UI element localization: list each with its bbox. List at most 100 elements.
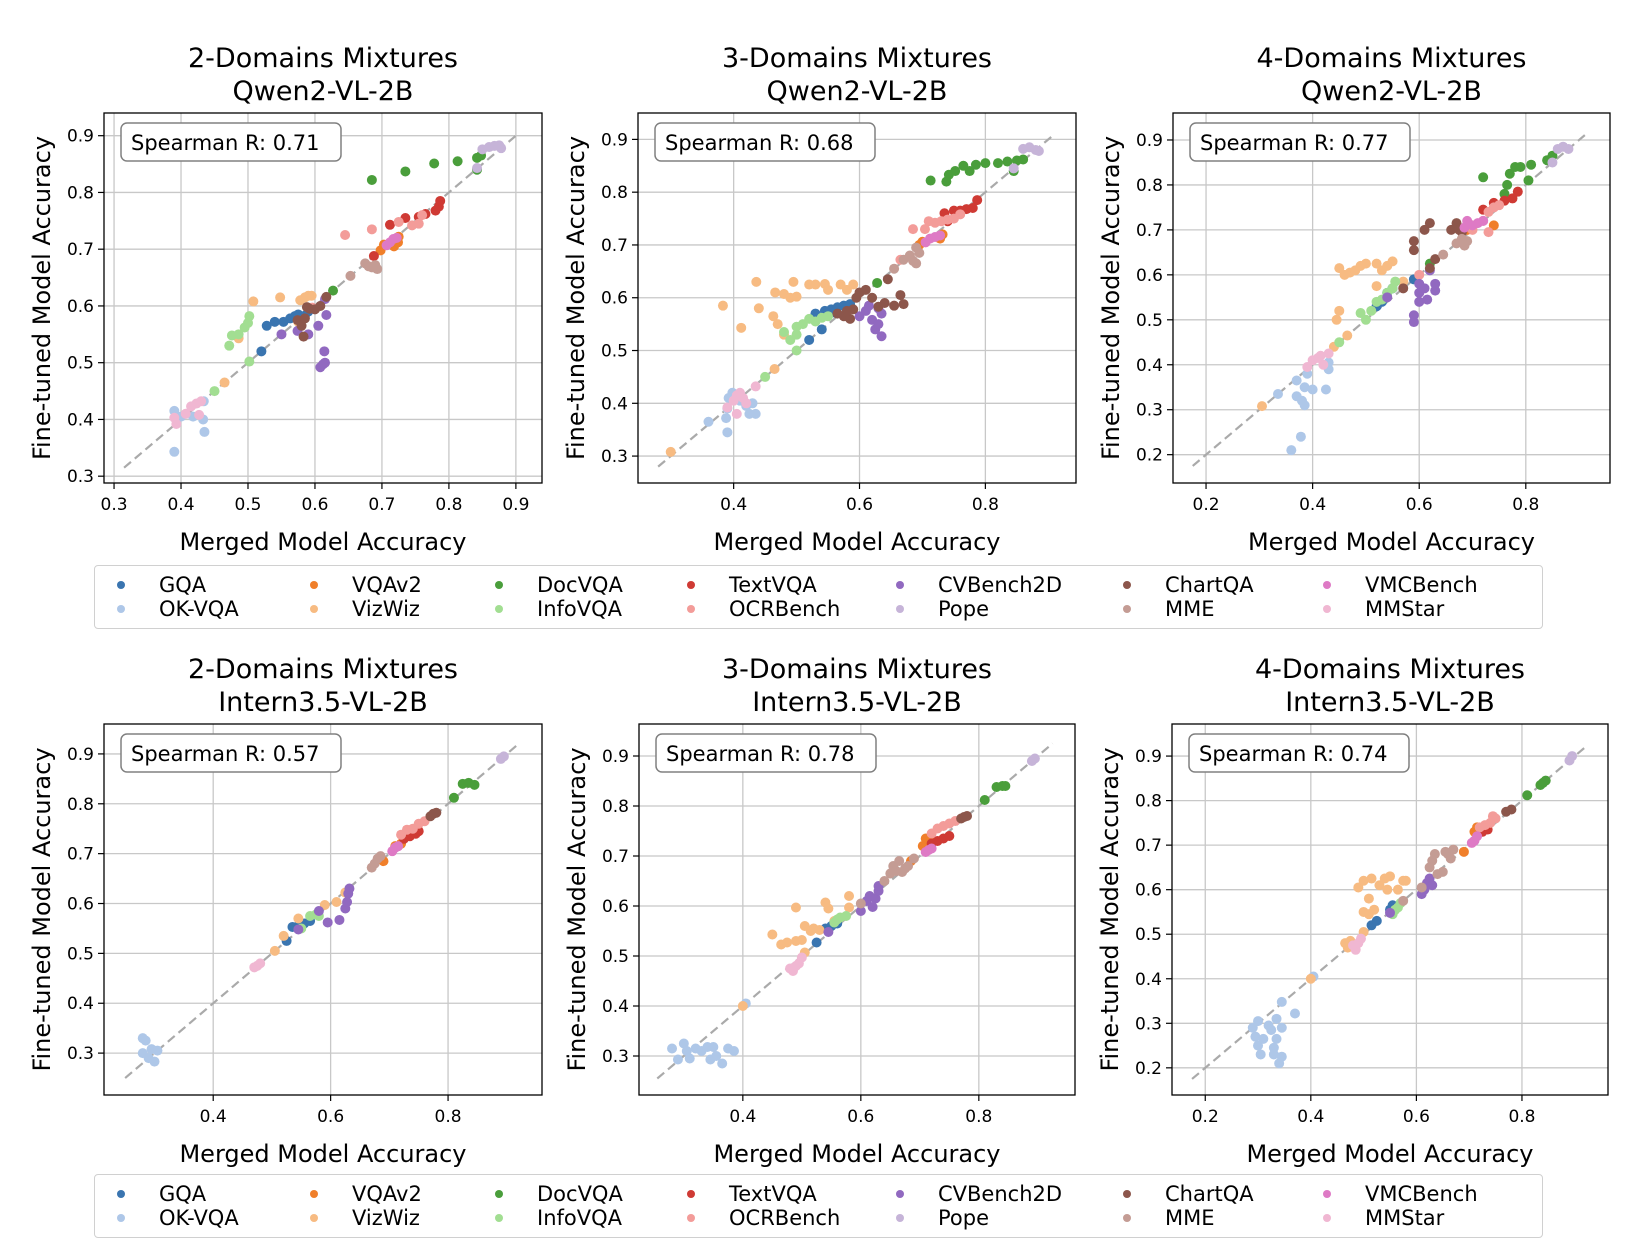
legend-item-pope: Pope <box>896 597 989 621</box>
data-point <box>344 883 355 894</box>
annotation-text: Spearman R: 0.78 <box>666 742 854 766</box>
series-vmcbench <box>1459 215 1489 233</box>
data-point <box>1488 220 1499 231</box>
annotation-box <box>1188 733 1410 773</box>
data-point <box>1289 1008 1300 1019</box>
x-axis-label: Merged Model Accuracy <box>1248 528 1535 556</box>
legend-item-gqa: GQA <box>117 1182 206 1206</box>
data-point <box>233 329 244 340</box>
legend-item-cvbench2d: CVBench2D <box>896 1182 1062 1206</box>
data-point <box>1478 172 1489 183</box>
data-point <box>1438 249 1449 260</box>
y-tick-label: 0.9 <box>601 130 628 150</box>
data-point <box>1504 168 1515 179</box>
axes-frame <box>638 723 1076 1096</box>
legend-item-vqav2: VQAv2 <box>310 573 422 597</box>
data-point <box>1276 996 1287 1007</box>
axes-frame <box>1171 723 1609 1096</box>
legend-item-infovqa: InfoVQA <box>495 1206 622 1230</box>
data-point <box>925 175 936 186</box>
annotation-box <box>1189 122 1411 162</box>
data-point <box>760 371 771 382</box>
data-point <box>1414 269 1425 280</box>
spearman-annotation: Spearman R: 0.74 <box>1188 733 1410 773</box>
data-point <box>876 331 887 342</box>
legend-item-textvqa: TextVQA <box>687 1182 817 1206</box>
legend-marker-icon <box>896 605 904 613</box>
x-tick-label: 0.4 <box>1297 1107 1324 1127</box>
data-point <box>1494 200 1505 211</box>
legend-item-vmcbench: VMCBench <box>1323 573 1478 597</box>
x-axis-label: Merged Model Accuracy <box>713 1140 1000 1168</box>
data-point <box>413 218 424 229</box>
data-point <box>313 320 324 331</box>
legend-item-ok-vqa: OK-VQA <box>117 597 239 621</box>
legend-label: MMStar <box>1365 597 1445 621</box>
x-tick-label: 0.6 <box>1403 1107 1430 1127</box>
legend-marker-icon <box>1323 581 1331 589</box>
y-tick-label: 0.6 <box>602 897 629 917</box>
spearman-annotation: Spearman R: 0.78 <box>655 733 877 773</box>
data-point <box>1299 400 1310 411</box>
series-docvqa <box>979 781 1011 805</box>
spearman-annotation: Spearman R: 0.71 <box>120 122 342 162</box>
y-tick-label: 0.8 <box>601 183 628 203</box>
scatter-points <box>169 140 507 457</box>
annotation-box <box>655 733 877 773</box>
data-point <box>964 166 975 177</box>
series-ocrbench <box>1474 811 1501 833</box>
subplot-subtitle: Intern3.5-VL-2B <box>218 687 428 718</box>
y-tick-label: 0.3 <box>602 1047 629 1067</box>
data-point <box>1382 292 1393 303</box>
legend-item-mme: MME <box>1123 1206 1215 1230</box>
data-point <box>1253 1040 1264 1051</box>
series-ok-vqa <box>137 1033 163 1067</box>
data-point <box>435 195 446 206</box>
data-point <box>149 1056 160 1067</box>
data-point <box>269 316 280 327</box>
data-point <box>1430 254 1441 265</box>
data-point <box>331 897 342 908</box>
data-point <box>180 408 191 419</box>
data-point <box>722 402 733 413</box>
series-vmcbench <box>387 841 404 857</box>
data-point <box>269 945 280 956</box>
data-point <box>980 158 991 169</box>
data-point <box>1547 157 1558 168</box>
legend-marker-icon <box>495 1214 503 1222</box>
data-point <box>711 1051 722 1061</box>
data-point <box>1424 263 1435 274</box>
data-point <box>1342 330 1353 341</box>
data-point <box>870 893 881 904</box>
subplot-subtitle: Intern3.5-VL-2B <box>752 687 962 718</box>
data-point <box>935 230 946 241</box>
annotation-text: Spearman R: 0.77 <box>1200 131 1388 155</box>
series-pope <box>495 751 509 764</box>
series-cvbench2d <box>1382 265 1441 328</box>
y-tick-label: 0.2 <box>1136 446 1163 466</box>
data-point <box>970 159 981 170</box>
data-point <box>810 279 821 290</box>
data-point <box>1430 278 1441 289</box>
data-point <box>194 409 205 420</box>
y-tick-label: 0.5 <box>1135 925 1162 945</box>
data-point <box>372 264 383 275</box>
data-point <box>209 386 220 397</box>
data-point <box>895 290 906 301</box>
x-tick-label: 0.8 <box>435 495 462 515</box>
subplot-subtitle: Qwen2-VL-2B <box>767 76 948 107</box>
data-point <box>855 906 866 916</box>
y-tick-label: 0.6 <box>1135 881 1162 901</box>
data-point <box>1416 882 1427 893</box>
data-point <box>1272 388 1283 399</box>
data-point <box>879 298 890 309</box>
data-point <box>967 203 978 214</box>
y-axis-label: Fine-tuned Model Accuracy <box>28 136 56 460</box>
series-infovqa <box>760 311 834 382</box>
data-point <box>1360 314 1371 325</box>
data-point <box>1299 382 1310 393</box>
data-point <box>845 313 856 324</box>
x-tick-label: 0.6 <box>317 1107 344 1127</box>
series-mme <box>1398 844 1459 906</box>
